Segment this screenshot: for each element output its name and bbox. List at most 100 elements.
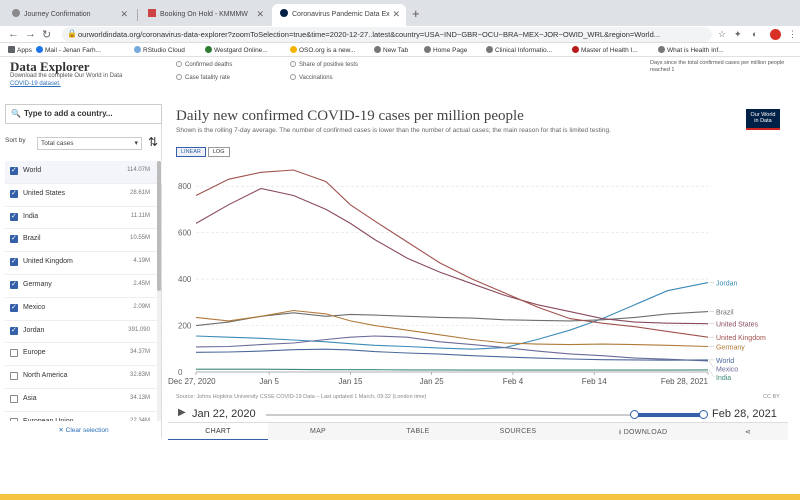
tab-favicon-icon: [12, 9, 20, 17]
browser-tab-booking[interactable]: Booking On Hold - KMMMW ✕: [140, 4, 270, 26]
timeline: ▶ Jan 22, 2020 Feb 28, 2021: [168, 405, 788, 423]
scrollbar-thumb[interactable]: [157, 161, 161, 291]
bookmark-item[interactable]: OSO.org is a new...: [290, 46, 355, 54]
series-line-united-states[interactable]: [195, 187, 709, 325]
line-chart[interactable]: 0 200 400 600 800 Dec 27, 2020 Jan 5 Jan 15 Jan …: [168, 157, 788, 392]
checkbox-icon[interactable]: [10, 234, 18, 244]
legend-label[interactable]: Brazil: [716, 310, 734, 317]
share-icon[interactable]: ⋖: [744, 429, 752, 436]
country-row[interactable]: India 11.11M: [5, 207, 162, 230]
browser-tab-covid[interactable]: Coronavirus Pandemic Data Ex ✕: [272, 4, 406, 26]
legend-label[interactable]: India: [716, 375, 731, 382]
forward-icon[interactable]: →: [25, 28, 36, 40]
country-row[interactable]: Brazil 10.55M: [5, 229, 162, 253]
checkbox-icon[interactable]: [10, 189, 18, 198]
timeline-end-handle[interactable]: [699, 410, 708, 419]
country-row[interactable]: United States 28.61M: [5, 184, 162, 207]
country-row[interactable]: European Union 22.34M: [5, 412, 162, 421]
option-share-positive[interactable]: Share of positive tests: [290, 61, 358, 68]
sort-order-icon[interactable]: ⇅: [148, 135, 159, 149]
country-value: 391,090: [128, 326, 150, 333]
bookmark-item[interactable]: Mail - Jenan Farh...: [36, 46, 101, 54]
country-search-input[interactable]: 🔍 Type to add a country...: [5, 104, 162, 124]
url-input[interactable]: 🔒 ourworldindata.org/coronavirus-data-ex…: [62, 27, 712, 42]
bookmark-item[interactable]: Master of Health I...: [572, 46, 638, 54]
close-icon[interactable]: ✕: [392, 9, 400, 19]
option-case-fatality[interactable]: Case fatality rate: [176, 74, 230, 81]
bookmark-item[interactable]: New Tab: [374, 46, 408, 54]
country-row[interactable]: Jordan 391,090: [5, 321, 162, 344]
series-line-germany[interactable]: [195, 309, 709, 348]
play-icon[interactable]: ▶: [178, 407, 186, 418]
mail-icon: [36, 46, 43, 53]
checkbox-icon[interactable]: [10, 349, 18, 358]
checkbox-icon[interactable]: [10, 257, 18, 267]
country-row[interactable]: United Kingdom 4.19M: [5, 252, 162, 275]
close-icon[interactable]: ✕: [120, 9, 128, 19]
sort-select[interactable]: Total cases ▾: [37, 137, 142, 150]
reload-icon[interactable]: ↻: [42, 29, 52, 41]
avatar[interactable]: [770, 29, 781, 40]
timeline-track[interactable]: [266, 410, 708, 419]
bookmark-item[interactable]: Westgard Online...: [205, 46, 268, 54]
clear-selection-link[interactable]: ✕ Clear selection: [58, 427, 109, 434]
x-tick-label: Jan 5: [259, 377, 279, 386]
legend-label[interactable]: World: [716, 358, 734, 365]
close-icon[interactable]: ✕: [256, 9, 264, 19]
legend-label[interactable]: United States: [716, 322, 759, 329]
legend-label[interactable]: Jordan: [716, 281, 738, 288]
extension-icon[interactable]: ✦: [734, 29, 742, 39]
tab-favicon-icon: [280, 9, 288, 17]
bookmark-item[interactable]: Apps: [8, 46, 32, 54]
country-row[interactable]: World 114.07M: [5, 161, 162, 184]
new-tab-icon[interactable]: +: [412, 6, 420, 21]
checkbox-icon[interactable]: [10, 326, 18, 335]
option-vaccinations[interactable]: Vaccinations: [290, 74, 333, 81]
series-line-jordan[interactable]: [195, 282, 709, 350]
radio-icon: [290, 61, 296, 67]
series-line-mexico[interactable]: [195, 335, 709, 362]
country-row[interactable]: Mexico 2.09M: [5, 298, 162, 321]
tab-download[interactable]: ⭳ DOWNLOAD: [618, 429, 668, 436]
checkbox-icon[interactable]: [10, 166, 18, 175]
timeline-range: [633, 413, 704, 417]
legend-label[interactable]: Mexico: [716, 366, 738, 373]
menu-icon[interactable]: ⋮: [788, 29, 797, 39]
checkbox-icon[interactable]: [10, 212, 18, 221]
tab-table[interactable]: TABLE: [406, 428, 430, 435]
country-list-scrollbar[interactable]: [157, 161, 161, 421]
legend-label[interactable]: United Kingdom: [716, 335, 766, 342]
timeline-start-handle[interactable]: [629, 410, 639, 419]
checkbox-icon[interactable]: [10, 280, 18, 289]
checkbox-icon[interactable]: [10, 372, 18, 381]
series-line-india[interactable]: [196, 368, 709, 371]
x-tick-label: Dec 27, 2020: [168, 377, 216, 386]
country-row[interactable]: North America 32.83M: [5, 366, 162, 389]
linear-scale-button[interactable]: LINEAR: [176, 147, 206, 157]
checkbox-icon[interactable]: [10, 417, 18, 421]
series-line-united-kingdom[interactable]: [195, 169, 709, 338]
log-scale-button[interactable]: LOG: [207, 147, 230, 157]
checkbox-icon[interactable]: [10, 394, 18, 403]
dataset-link[interactable]: COVID-19 dataset.: [10, 81, 61, 87]
bookmark-item[interactable]: Home Page: [424, 46, 467, 54]
owid-logo[interactable]: Our World in Data: [746, 109, 780, 130]
checkbox-icon[interactable]: [10, 303, 18, 312]
tab-chart[interactable]: CHART: [168, 423, 268, 441]
bookmark-item[interactable]: Clinical Informatio...: [486, 46, 552, 54]
option-confirmed-deaths[interactable]: Confirmed deaths: [176, 61, 232, 68]
country-row[interactable]: Asia 34.13M: [5, 389, 162, 412]
series-line-brazil[interactable]: [195, 311, 709, 327]
tab-sources[interactable]: SOURCES: [499, 428, 537, 435]
browser-tab-journey[interactable]: Journey Confirmation ✕: [4, 4, 134, 26]
tab-map[interactable]: MAP: [309, 428, 327, 435]
back-icon[interactable]: ←: [8, 28, 19, 40]
country-row[interactable]: Germany 2.45M: [5, 275, 162, 298]
extension-icon[interactable]: ◐: [752, 29, 758, 39]
legend-label[interactable]: Germany: [716, 344, 745, 351]
bookmark-item[interactable]: RStudio Cloud: [134, 46, 185, 54]
country-row[interactable]: Europe 34.37M: [5, 343, 162, 367]
series-line-world[interactable]: [195, 348, 709, 361]
star-icon[interactable]: ☆: [718, 29, 727, 39]
bookmark-item[interactable]: What is Health Inf...: [658, 46, 724, 54]
